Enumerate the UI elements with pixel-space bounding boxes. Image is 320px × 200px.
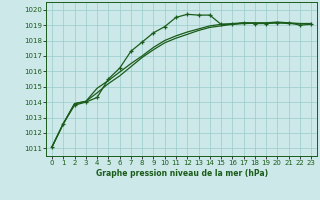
X-axis label: Graphe pression niveau de la mer (hPa): Graphe pression niveau de la mer (hPa) [96, 169, 268, 178]
